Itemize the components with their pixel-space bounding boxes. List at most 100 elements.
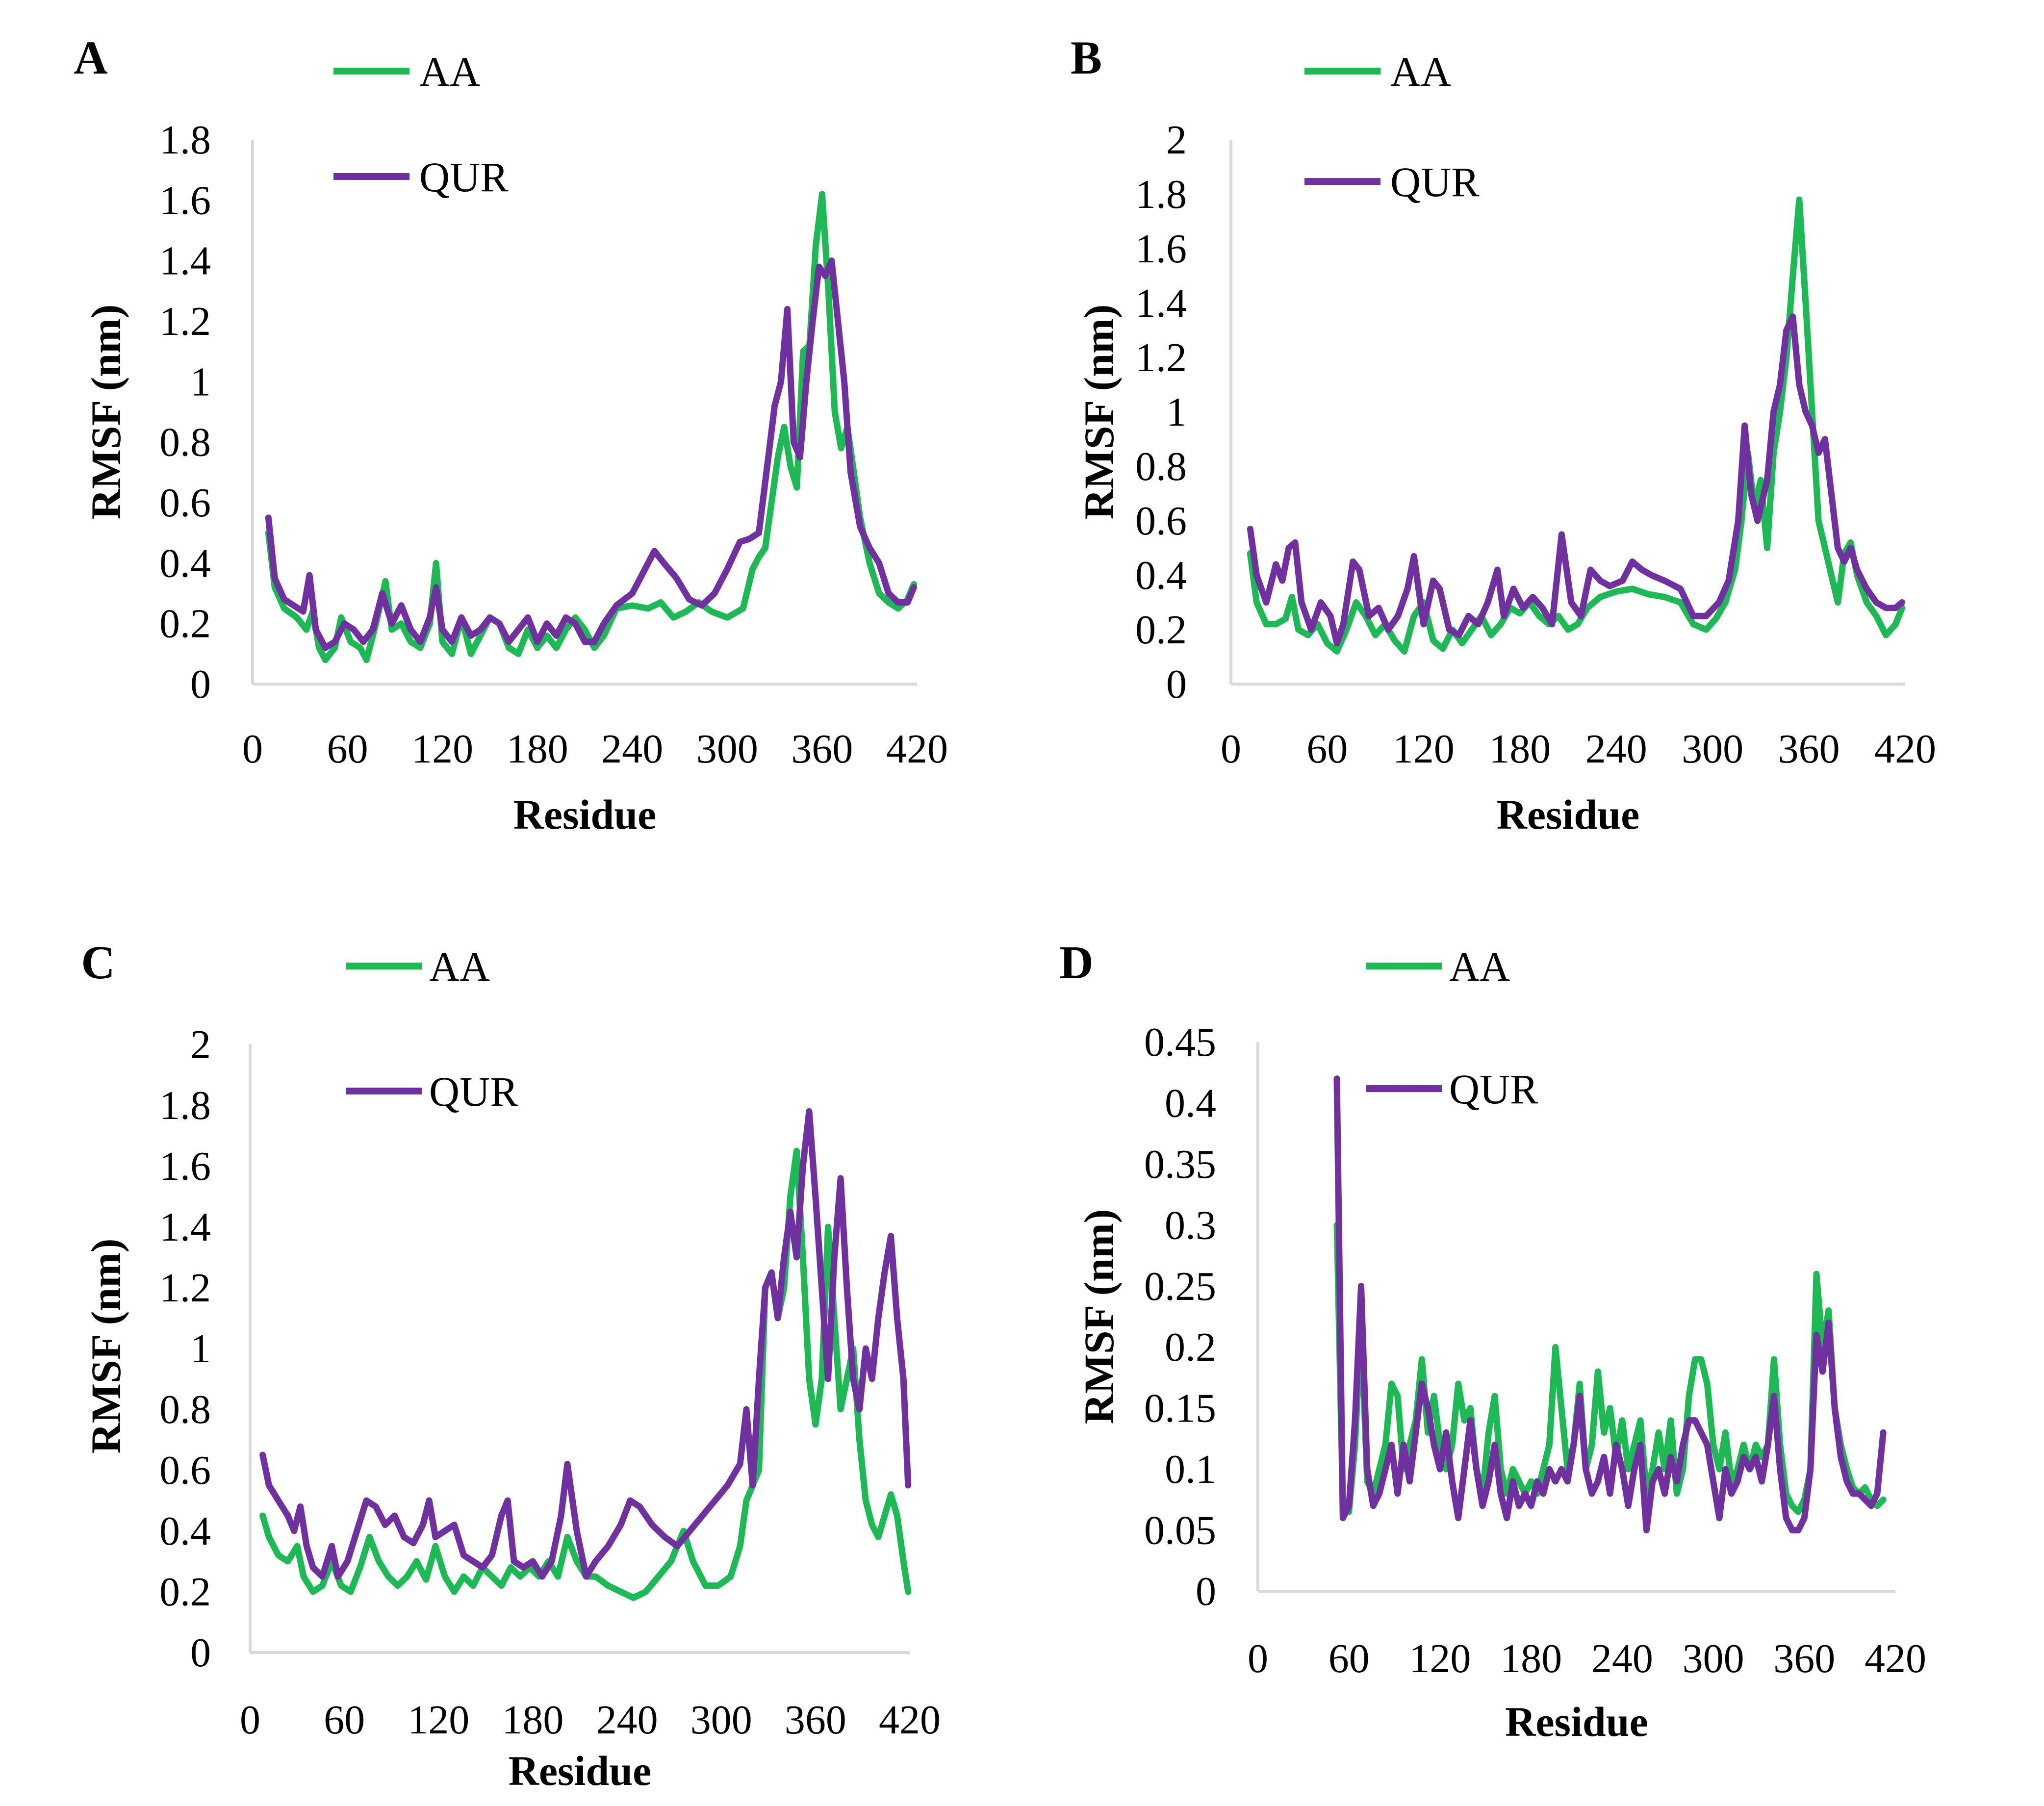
y-tick-label: 2: [190, 1022, 211, 1068]
x-tick-label: 420: [886, 726, 948, 772]
y-axis-title: RMSF (nm): [82, 305, 129, 520]
x-axis-title: Residue: [513, 791, 656, 838]
legend-label-qur: QUR: [1449, 1066, 1538, 1113]
y-tick-label: 1.6: [159, 178, 211, 223]
y-tick-label: 1.4: [159, 1204, 211, 1250]
series-line-qur: [259, 1108, 912, 1580]
x-tick-label: 240: [1585, 726, 1647, 772]
y-tick-label: 0.2: [159, 1569, 211, 1615]
y-tick-label: 1.6: [1135, 226, 1187, 272]
x-tick-label: 300: [690, 1697, 752, 1743]
y-tick-label: 0.8: [1135, 444, 1187, 489]
series-line-qur: [265, 257, 917, 651]
x-tick-label: 360: [1778, 726, 1840, 772]
y-tick-label: 0.6: [1135, 498, 1187, 544]
x-tick-label: 120: [408, 1697, 469, 1743]
panel-label: A: [74, 31, 107, 84]
legend-label-aa: AA: [429, 943, 490, 990]
y-axis-title: RMSF (nm): [82, 1239, 129, 1454]
series-line-qur: [1333, 1075, 1887, 1534]
x-tick-label: 0: [240, 1697, 260, 1743]
x-tick-label: 120: [1393, 726, 1455, 772]
y-tick-label: 0.6: [159, 480, 211, 526]
x-tick-label: 360: [1773, 1636, 1835, 1681]
y-tick-label: 1.8: [159, 117, 211, 163]
y-tick-label: 0.05: [1144, 1508, 1216, 1553]
x-axis-title: Residue: [1505, 1698, 1648, 1745]
series-line-qur: [1247, 313, 1905, 647]
x-tick-label: 0: [1221, 726, 1241, 772]
y-tick-label: 0.1: [1165, 1447, 1216, 1492]
legend-label-aa: AA: [1449, 943, 1510, 990]
x-tick-label: 120: [1409, 1636, 1471, 1681]
y-tick-label: 0.45: [1144, 1019, 1216, 1065]
x-tick-label: 120: [411, 726, 473, 772]
y-tick-label: 0.8: [159, 1387, 211, 1432]
y-tick-label: 0.6: [159, 1448, 211, 1493]
y-tick-label: 0: [190, 661, 211, 707]
x-tick-label: 60: [324, 1697, 365, 1743]
legend-label-qur: QUR: [419, 153, 509, 201]
y-tick-label: 2: [1166, 117, 1187, 163]
x-tick-label: 300: [696, 726, 758, 772]
x-tick-label: 300: [1682, 726, 1743, 772]
y-tick-label: 1.2: [159, 1265, 211, 1311]
x-tick-label: 360: [785, 1697, 846, 1743]
y-tick-label: 0.4: [159, 1508, 211, 1554]
y-tick-label: 1.4: [159, 238, 211, 284]
x-tick-label: 60: [327, 726, 368, 772]
x-tick-label: 180: [1489, 726, 1551, 772]
x-tick-label: 60: [1329, 1636, 1370, 1681]
legend-label-aa: AA: [419, 48, 480, 95]
y-tick-label: 1.2: [159, 299, 211, 344]
panel-label: B: [1071, 31, 1102, 84]
y-tick-label: 0.4: [1135, 553, 1187, 598]
chart-panel-b: 0 0.2 0.4 0.6 0.8 1 1.2 1.4 1.6 1.8 2 0 60 120 180 240 3…: [1071, 31, 1936, 838]
x-tick-label: 60: [1306, 726, 1348, 772]
x-tick-label: 420: [1874, 726, 1936, 772]
series-line-aa: [1333, 1221, 1887, 1515]
x-tick-label: 360: [791, 726, 853, 772]
x-axis-title: Residue: [1497, 791, 1639, 838]
y-axis-title: RMSF (nm): [1075, 305, 1123, 520]
legend-label-aa: AA: [1390, 48, 1451, 95]
panel-label: D: [1059, 936, 1093, 989]
y-tick-label: 1.4: [1135, 280, 1187, 326]
y-tick-label: 0: [1196, 1569, 1216, 1614]
legend-label-qur: QUR: [1390, 158, 1480, 205]
x-tick-label: 420: [879, 1697, 941, 1743]
y-tick-label: 0.2: [1135, 607, 1187, 653]
y-axis-title: RMSF (nm): [1075, 1209, 1123, 1424]
x-tick-label: 180: [1500, 1636, 1562, 1681]
x-tick-label: 240: [596, 1697, 658, 1743]
y-tick-label: 0.35: [1144, 1142, 1216, 1187]
chart-panel-c: 0 0.2 0.4 0.6 0.8 1 1.2 1.4 1.6 1.8 2 0 60 120 180 240 3…: [81, 936, 941, 1794]
x-tick-label: 180: [502, 1697, 563, 1743]
chart-panel-a: 0 0.2 0.4 0.6 0.8 1 1.2 1.4 1.6 1.8 0 60 120 180 240 30…: [74, 31, 948, 838]
y-tick-label: 1.2: [1135, 335, 1187, 381]
series-line-aa: [265, 191, 917, 663]
y-tick-label: 0.3: [1165, 1202, 1216, 1248]
panel-label: C: [81, 936, 115, 989]
y-tick-label: 0: [190, 1630, 211, 1676]
y-tick-label: 1: [190, 359, 211, 405]
y-tick-label: 1.8: [1135, 172, 1187, 217]
chart-panel-d: 0 0.05 0.1 0.15 0.2 0.25 0.3 0.35 0.4 0.45 0 60 120 1…: [1059, 936, 1926, 1745]
y-tick-label: 1.6: [159, 1144, 211, 1189]
y-tick-label: 0.2: [1165, 1324, 1216, 1370]
legend-label-qur: QUR: [429, 1068, 518, 1115]
x-tick-label: 180: [507, 726, 568, 772]
x-tick-label: 420: [1865, 1636, 1926, 1681]
x-tick-label: 240: [601, 726, 663, 772]
y-tick-label: 1: [190, 1326, 211, 1372]
y-tick-label: 0: [1166, 661, 1187, 707]
y-tick-label: 0.8: [159, 420, 211, 465]
y-tick-label: 1: [1166, 389, 1187, 435]
y-tick-label: 0.4: [1165, 1080, 1216, 1126]
x-tick-label: 0: [1248, 1636, 1268, 1681]
x-axis-title: Residue: [509, 1747, 651, 1794]
y-tick-label: 0.25: [1144, 1264, 1216, 1309]
x-tick-label: 240: [1591, 1636, 1653, 1681]
x-tick-label: 300: [1683, 1636, 1744, 1681]
